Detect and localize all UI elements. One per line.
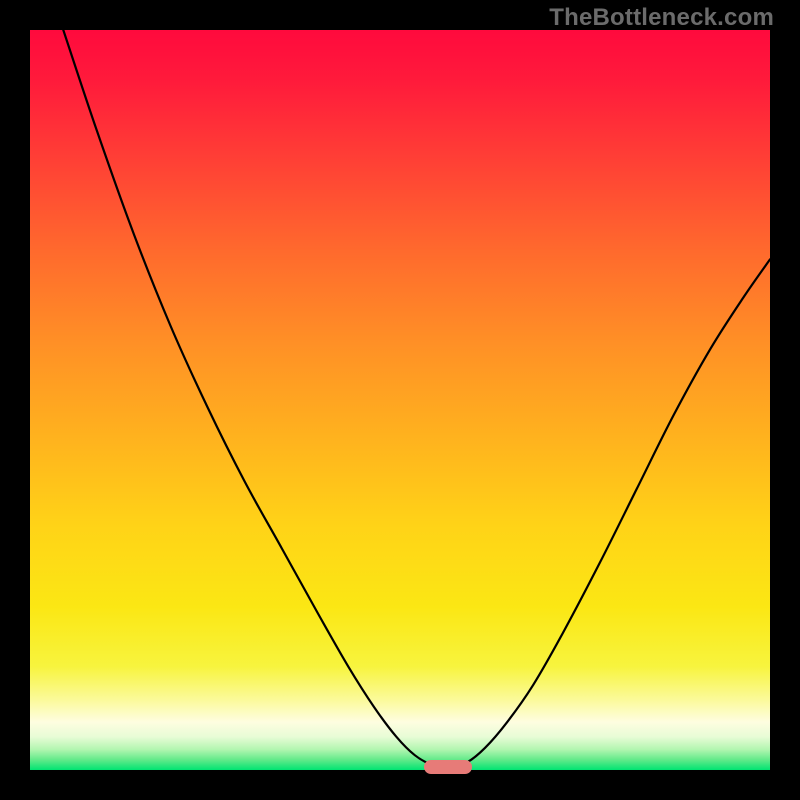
curve-layer: [30, 30, 770, 770]
watermark-text: TheBottleneck.com: [549, 4, 774, 32]
plot-area: [30, 30, 770, 770]
bottleneck-curve: [63, 30, 770, 768]
chart-frame: TheBottleneck.com: [0, 0, 800, 800]
minimum-marker: [424, 760, 472, 774]
